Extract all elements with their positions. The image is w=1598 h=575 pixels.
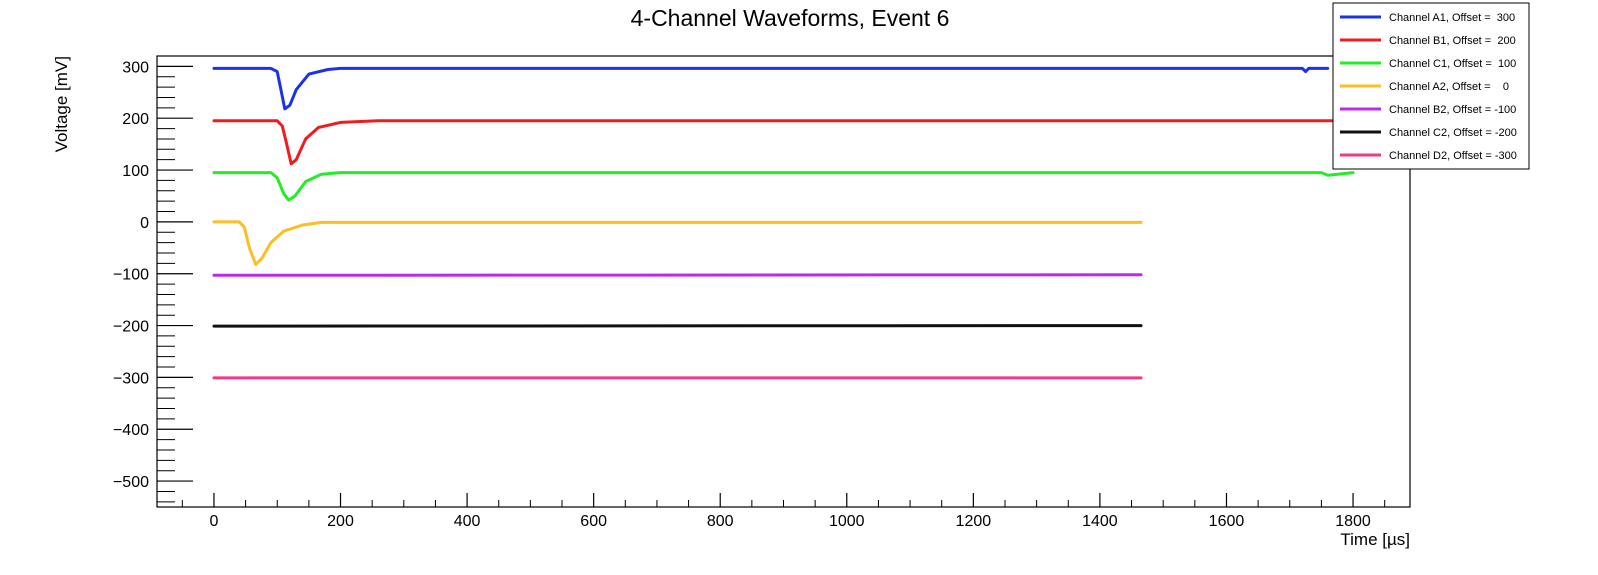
series-lines bbox=[212, 66, 1355, 380]
x-tick-label: 800 bbox=[707, 513, 734, 530]
x-tick-label: 1000 bbox=[829, 513, 865, 530]
y-tick-label: 100 bbox=[122, 163, 149, 180]
x-tick-label: 600 bbox=[580, 513, 607, 530]
x-tick-label: 1200 bbox=[956, 513, 992, 530]
legend-entry-label: Channel B1, Offset = 200 bbox=[1389, 35, 1516, 47]
x-tick-label: 400 bbox=[454, 513, 481, 530]
x-tick-label: 0 bbox=[210, 513, 219, 530]
series-line-4 bbox=[212, 273, 1143, 277]
y-tick-label: −200 bbox=[113, 319, 149, 336]
x-axis-title: Time [µs] bbox=[1340, 530, 1410, 549]
y-tick-label: 300 bbox=[122, 59, 149, 76]
series-line-2 bbox=[212, 171, 1355, 202]
x-axis: 0 200 400 600 800 1000 1200 1400 1600 1800 bbox=[181, 493, 1386, 530]
y-tick-label: −400 bbox=[113, 422, 149, 439]
y-tick-label: −300 bbox=[113, 370, 149, 387]
y-axis-title: Voltage [mV] bbox=[52, 56, 71, 152]
series-line-3 bbox=[212, 220, 1143, 266]
chart-title: 4-Channel Waveforms, Event 6 bbox=[631, 5, 950, 31]
series-line-0 bbox=[212, 66, 1330, 111]
x-tick-label: 1400 bbox=[1082, 513, 1118, 530]
y-axis: 300 200 100 0 −100 −200 −300 −400 −500 bbox=[113, 59, 193, 503]
y-tick-label: −100 bbox=[113, 267, 149, 284]
legend-entry-label: Channel C2, Offset = -200 bbox=[1389, 127, 1517, 139]
legend-entry-label: Channel B2, Offset = -100 bbox=[1389, 104, 1516, 116]
legend-entry-label: Channel A2, Offset = 0 bbox=[1389, 81, 1509, 93]
y-tick-label: 0 bbox=[140, 215, 149, 232]
series-line-1 bbox=[212, 119, 1355, 166]
legend: Channel A1, Offset = 300 Channel B1, Offs… bbox=[1332, 2, 1530, 170]
x-tick-label: 1600 bbox=[1209, 513, 1245, 530]
legend-entry-label: Channel A1, Offset = 300 bbox=[1389, 12, 1515, 24]
x-tick-label: 1800 bbox=[1335, 513, 1371, 530]
y-tick-label: −500 bbox=[113, 474, 149, 491]
x-tick-label: 200 bbox=[327, 513, 354, 530]
legend-entry-label: Channel C1, Offset = 100 bbox=[1389, 58, 1516, 70]
legend-entry-label: Channel D2, Offset = -300 bbox=[1389, 150, 1517, 162]
series-line-5 bbox=[212, 324, 1143, 328]
y-tick-label: 200 bbox=[122, 111, 149, 128]
